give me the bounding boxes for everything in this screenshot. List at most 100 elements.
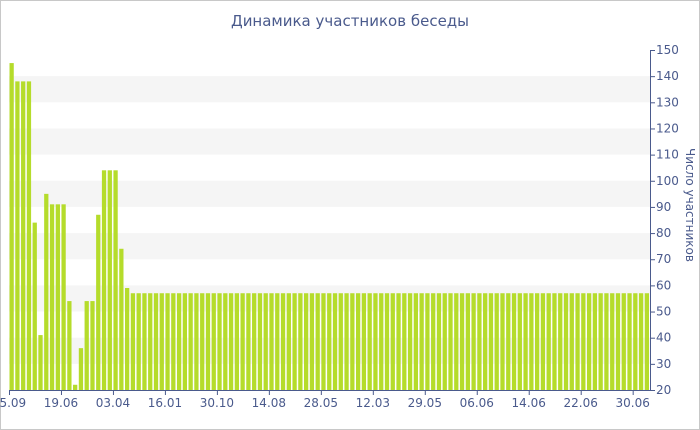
bar-series xyxy=(9,63,649,390)
x-tick-label: 30.10 xyxy=(200,396,234,410)
bar xyxy=(407,293,413,390)
bar xyxy=(615,293,621,390)
y-tick-label: 40 xyxy=(656,331,671,345)
bar xyxy=(592,293,598,390)
bar xyxy=(61,204,66,390)
bar xyxy=(523,293,528,390)
bar xyxy=(488,293,494,390)
bar xyxy=(517,293,522,390)
bar xyxy=(9,63,14,390)
bar xyxy=(205,293,211,390)
bar xyxy=(586,293,592,390)
bar xyxy=(90,301,95,390)
bar xyxy=(575,293,580,390)
y-tick-label: 130 xyxy=(656,95,679,109)
bar xyxy=(38,335,43,390)
bar xyxy=(171,293,176,390)
bar xyxy=(338,293,343,390)
bar xyxy=(246,293,251,390)
bar xyxy=(448,293,453,390)
y-axis-label: Число участников xyxy=(683,148,697,262)
bar xyxy=(286,293,291,390)
bar xyxy=(563,293,569,390)
y-tick-label: 60 xyxy=(656,278,671,292)
bar xyxy=(176,293,182,390)
bar xyxy=(200,293,205,390)
x-tick-label: 19.06 xyxy=(44,396,78,410)
x-axis-ticks: 05.09 19.06 03.04 16.01 30.10 14.08 28.05 12.03… xyxy=(0,390,650,410)
bar xyxy=(96,214,101,390)
bar xyxy=(252,293,257,390)
bar xyxy=(113,170,118,390)
bar xyxy=(153,293,159,390)
bar xyxy=(315,293,320,390)
bar xyxy=(529,293,534,390)
bar xyxy=(581,293,586,390)
bar xyxy=(638,293,644,390)
bar xyxy=(78,348,84,390)
bar xyxy=(292,293,297,390)
bar xyxy=(67,301,72,390)
x-tick-label: 30.06 xyxy=(615,396,649,410)
bar xyxy=(125,288,130,390)
bar xyxy=(44,193,49,390)
bar xyxy=(425,293,430,390)
y-tick-label: 120 xyxy=(656,121,679,135)
y-tick-label: 80 xyxy=(656,226,671,240)
bar xyxy=(188,293,193,390)
y-tick-label: 90 xyxy=(656,200,671,214)
bar xyxy=(442,293,447,390)
bar xyxy=(159,293,164,390)
bar xyxy=(598,293,603,390)
bar xyxy=(436,293,442,390)
bar xyxy=(332,293,338,390)
bar xyxy=(506,293,511,390)
bar xyxy=(569,293,574,390)
bar xyxy=(217,293,222,390)
bar xyxy=(465,293,470,390)
bar xyxy=(73,384,78,390)
y-tick-label: 150 xyxy=(656,43,679,57)
bar xyxy=(500,293,505,390)
bar xyxy=(119,248,124,390)
grid-band xyxy=(9,128,650,155)
bar xyxy=(101,170,107,390)
grid-band xyxy=(9,76,650,103)
x-tick-label: 03.04 xyxy=(96,396,130,410)
bar xyxy=(275,293,280,390)
bar xyxy=(240,293,245,390)
y-tick-label: 70 xyxy=(656,252,671,266)
x-tick-label: 28.05 xyxy=(304,396,338,410)
x-tick-label: 16.01 xyxy=(148,396,182,410)
bar xyxy=(396,293,401,390)
bar xyxy=(32,222,37,390)
bar xyxy=(552,293,557,390)
bar xyxy=(373,293,378,390)
bar xyxy=(136,293,141,390)
bar xyxy=(494,293,499,390)
bar xyxy=(49,204,55,390)
bar xyxy=(610,293,615,390)
bar xyxy=(413,293,418,390)
bar xyxy=(228,293,234,390)
bar xyxy=(321,293,326,390)
x-tick-label: 12.03 xyxy=(356,396,390,410)
bar xyxy=(165,293,170,390)
bar xyxy=(431,293,436,390)
bar xyxy=(477,293,482,390)
y-tick-label: 20 xyxy=(656,383,671,397)
bar xyxy=(327,293,332,390)
bar xyxy=(454,293,459,390)
bar xyxy=(107,170,112,390)
bar xyxy=(280,293,286,390)
x-tick-label: 22.06 xyxy=(564,396,598,410)
bar xyxy=(471,293,476,390)
bar xyxy=(55,204,60,390)
bar xyxy=(130,293,136,390)
bar xyxy=(182,293,188,390)
bar xyxy=(511,293,517,390)
bar xyxy=(211,293,216,390)
bar xyxy=(257,293,263,390)
bar xyxy=(263,293,268,390)
